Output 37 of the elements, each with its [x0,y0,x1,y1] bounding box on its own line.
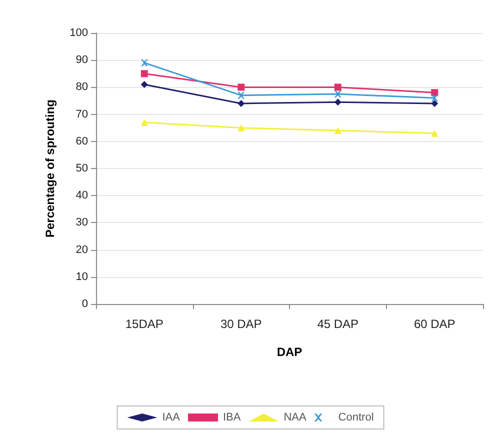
point [431,100,438,107]
point [140,80,148,88]
legend-label: IBA [222,412,242,424]
point [238,92,245,99]
point [431,130,438,137]
x-tick-label: 60 DAP [414,317,456,331]
y-tick-label: 40 [76,190,88,202]
x-tick-label: 30 DAP [220,317,262,331]
y-tick-label: 50 [76,162,88,174]
legend-label: Control [338,412,374,424]
point [238,100,245,107]
y-tick-label: 70 [76,108,88,120]
x-axis-title: DAP [276,345,302,359]
y-tick-label: 10 [76,270,88,283]
point [140,59,148,66]
y-tick-label: 100 [70,27,88,39]
y-tick-label: 20 [76,244,88,256]
point [238,84,245,91]
point [140,70,148,78]
y-tick-label: 80 [76,81,88,94]
y-tick-label: 0 [82,298,88,310]
y-tick-label: 30 [76,216,88,229]
y-tick-label: 60 [76,135,88,148]
point [238,124,245,132]
point [334,90,342,98]
point [334,98,342,106]
y-axis-title: Percentage of sprouting [43,99,57,238]
legend-label: IAA [162,412,181,424]
x-tick-label: 45 DAP [317,317,359,331]
legend-label: NAA [284,412,307,424]
point [140,118,148,126]
point [431,89,438,96]
point [431,94,438,102]
x-tick-label: 15DAP [125,317,164,331]
point [334,127,342,134]
point [334,84,342,91]
y-tick-label: 90 [76,54,88,66]
